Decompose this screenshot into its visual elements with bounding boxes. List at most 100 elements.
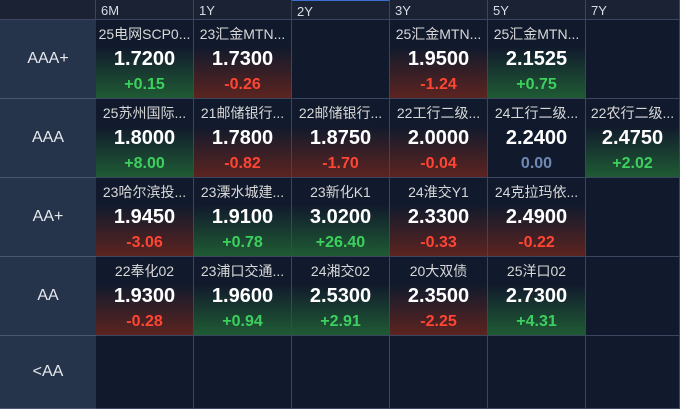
bond-name: 24工行二级... xyxy=(494,105,579,121)
bond-cell[interactable]: 23哈尔滨投... 1.9450 -3.06 xyxy=(96,178,194,257)
bond-cell[interactable]: 25汇金MTN... 1.9500 -1.24 xyxy=(390,20,488,99)
bond-change: -1.24 xyxy=(420,76,457,93)
bond-yield: 1.8750 xyxy=(309,127,372,149)
bond-cell[interactable]: 25汇金MTN... 2.1525 +0.75 xyxy=(488,20,586,99)
bond-name: 24淮交Y1 xyxy=(408,184,469,200)
bond-cell[interactable]: 22农行二级... 2.4750 +2.02 xyxy=(586,99,680,178)
bond-name: 22农行二级... xyxy=(590,105,675,121)
bond-cell[interactable]: 23新化K1 3.0200 +26.40 xyxy=(292,178,390,257)
row-label: AAA xyxy=(0,99,96,178)
column-header: 5Y xyxy=(488,0,586,20)
column-header: 2Y xyxy=(292,0,390,20)
column-header: 6M xyxy=(96,0,194,20)
bond-change: -2.25 xyxy=(420,313,457,330)
bond-change: +4.31 xyxy=(516,313,557,330)
bond-yield: 2.1525 xyxy=(505,48,568,70)
bond-change: -3.06 xyxy=(126,234,163,251)
empty-cell xyxy=(390,336,488,409)
bond-name: 24克拉玛依... xyxy=(494,184,579,200)
bond-change: -0.33 xyxy=(420,234,457,251)
bond-cell[interactable]: 21邮储银行... 1.7800 -0.82 xyxy=(194,99,292,178)
empty-cell xyxy=(586,20,680,99)
bond-yield: 2.2400 xyxy=(505,127,568,149)
bond-cell[interactable]: 24克拉玛依... 2.4900 -0.22 xyxy=(488,178,586,257)
bond-name: 25洋口02 xyxy=(506,263,567,279)
column-header: 3Y xyxy=(390,0,488,20)
bond-yield: 2.7300 xyxy=(505,285,568,307)
bond-cell[interactable]: 23汇金MTN... 1.7300 -0.26 xyxy=(194,20,292,99)
bond-cell[interactable]: 22奉化02 1.9300 -0.28 xyxy=(96,257,194,336)
bond-cell[interactable]: 25洋口02 2.7300 +4.31 xyxy=(488,257,586,336)
bond-change: +26.40 xyxy=(315,234,366,251)
bond-yield: 2.5300 xyxy=(309,285,372,307)
empty-cell xyxy=(292,20,390,99)
bond-yield: 3.0200 xyxy=(309,206,372,228)
bond-yield: 1.9450 xyxy=(113,206,176,228)
bond-name: 22工行二级... xyxy=(396,105,481,121)
bond-cell[interactable]: 22邮储银行... 1.8750 -1.70 xyxy=(292,99,390,178)
bond-yield: 2.3300 xyxy=(407,206,470,228)
empty-cell xyxy=(96,336,194,409)
bond-yield: 2.4750 xyxy=(601,127,664,149)
row-label: AA+ xyxy=(0,178,96,257)
bond-name: 20大双债 xyxy=(409,263,468,279)
bond-cell[interactable]: 24淮交Y1 2.3300 -0.33 xyxy=(390,178,488,257)
bond-cell[interactable]: 25苏州国际... 1.8000 +8.00 xyxy=(96,99,194,178)
bond-yield: 1.9500 xyxy=(407,48,470,70)
corner xyxy=(0,0,96,20)
bond-change: 0.00 xyxy=(520,155,553,172)
row-label: <AA xyxy=(0,336,96,409)
bond-yield: 1.9300 xyxy=(113,285,176,307)
bond-yield: 1.9600 xyxy=(211,285,274,307)
bond-change: -0.04 xyxy=(420,155,457,172)
bond-cell[interactable]: 20大双债 2.3500 -2.25 xyxy=(390,257,488,336)
bond-change: +0.78 xyxy=(222,234,263,251)
bond-cell[interactable]: 25电网SCP0... 1.7200 +0.15 xyxy=(96,20,194,99)
bond-change: -0.26 xyxy=(224,76,261,93)
empty-cell xyxy=(586,257,680,336)
bond-cell[interactable]: 24湘交02 2.5300 +2.91 xyxy=(292,257,390,336)
bond-name: 24湘交02 xyxy=(310,263,371,279)
column-header: 1Y xyxy=(194,0,292,20)
bond-cell[interactable]: 24工行二级... 2.2400 0.00 xyxy=(488,99,586,178)
bond-yield: 1.8000 xyxy=(113,127,176,149)
empty-cell xyxy=(292,336,390,409)
empty-cell xyxy=(488,336,586,409)
bond-name: 22邮储银行... xyxy=(298,105,383,121)
bond-change: +2.91 xyxy=(320,313,361,330)
bond-name: 23新化K1 xyxy=(310,184,371,200)
bond-change: +8.00 xyxy=(124,155,165,172)
bond-change: -0.82 xyxy=(224,155,261,172)
bond-name: 21邮储银行... xyxy=(200,105,285,121)
bond-yield: 2.3500 xyxy=(407,285,470,307)
row-label: AA xyxy=(0,257,96,336)
empty-cell xyxy=(586,336,680,409)
bond-yield: 1.7800 xyxy=(211,127,274,149)
column-header: 7Y xyxy=(586,0,680,20)
bond-name: 23哈尔滨投... xyxy=(102,184,187,200)
bond-yield: 1.7300 xyxy=(211,48,274,70)
bond-change: -0.22 xyxy=(518,234,555,251)
bond-name: 22奉化02 xyxy=(114,263,175,279)
bond-yield: 1.9100 xyxy=(211,206,274,228)
bond-cell[interactable]: 23溧水城建... 1.9100 +0.78 xyxy=(194,178,292,257)
row-label: AAA+ xyxy=(0,20,96,99)
bond-name: 23溧水城建... xyxy=(200,184,285,200)
bond-name: 25苏州国际... xyxy=(102,105,187,121)
bond-change: -1.70 xyxy=(322,155,359,172)
bond-name: 23汇金MTN... xyxy=(199,26,286,42)
bond-cell[interactable]: 22工行二级... 2.0000 -0.04 xyxy=(390,99,488,178)
empty-cell xyxy=(194,336,292,409)
bond-yield: 1.7200 xyxy=(113,48,176,70)
bond-name: 25电网SCP0... xyxy=(98,26,191,42)
bond-change: -0.28 xyxy=(126,313,163,330)
bond-cell[interactable]: 23浦口交通... 1.9600 +0.94 xyxy=(194,257,292,336)
bond-yield: 2.0000 xyxy=(407,127,470,149)
bond-change: +0.15 xyxy=(124,76,165,93)
bond-change: +2.02 xyxy=(612,155,653,172)
bond-name: 25汇金MTN... xyxy=(493,26,580,42)
empty-cell xyxy=(586,178,680,257)
bond-name: 25汇金MTN... xyxy=(395,26,482,42)
bond-change: +0.94 xyxy=(222,313,263,330)
